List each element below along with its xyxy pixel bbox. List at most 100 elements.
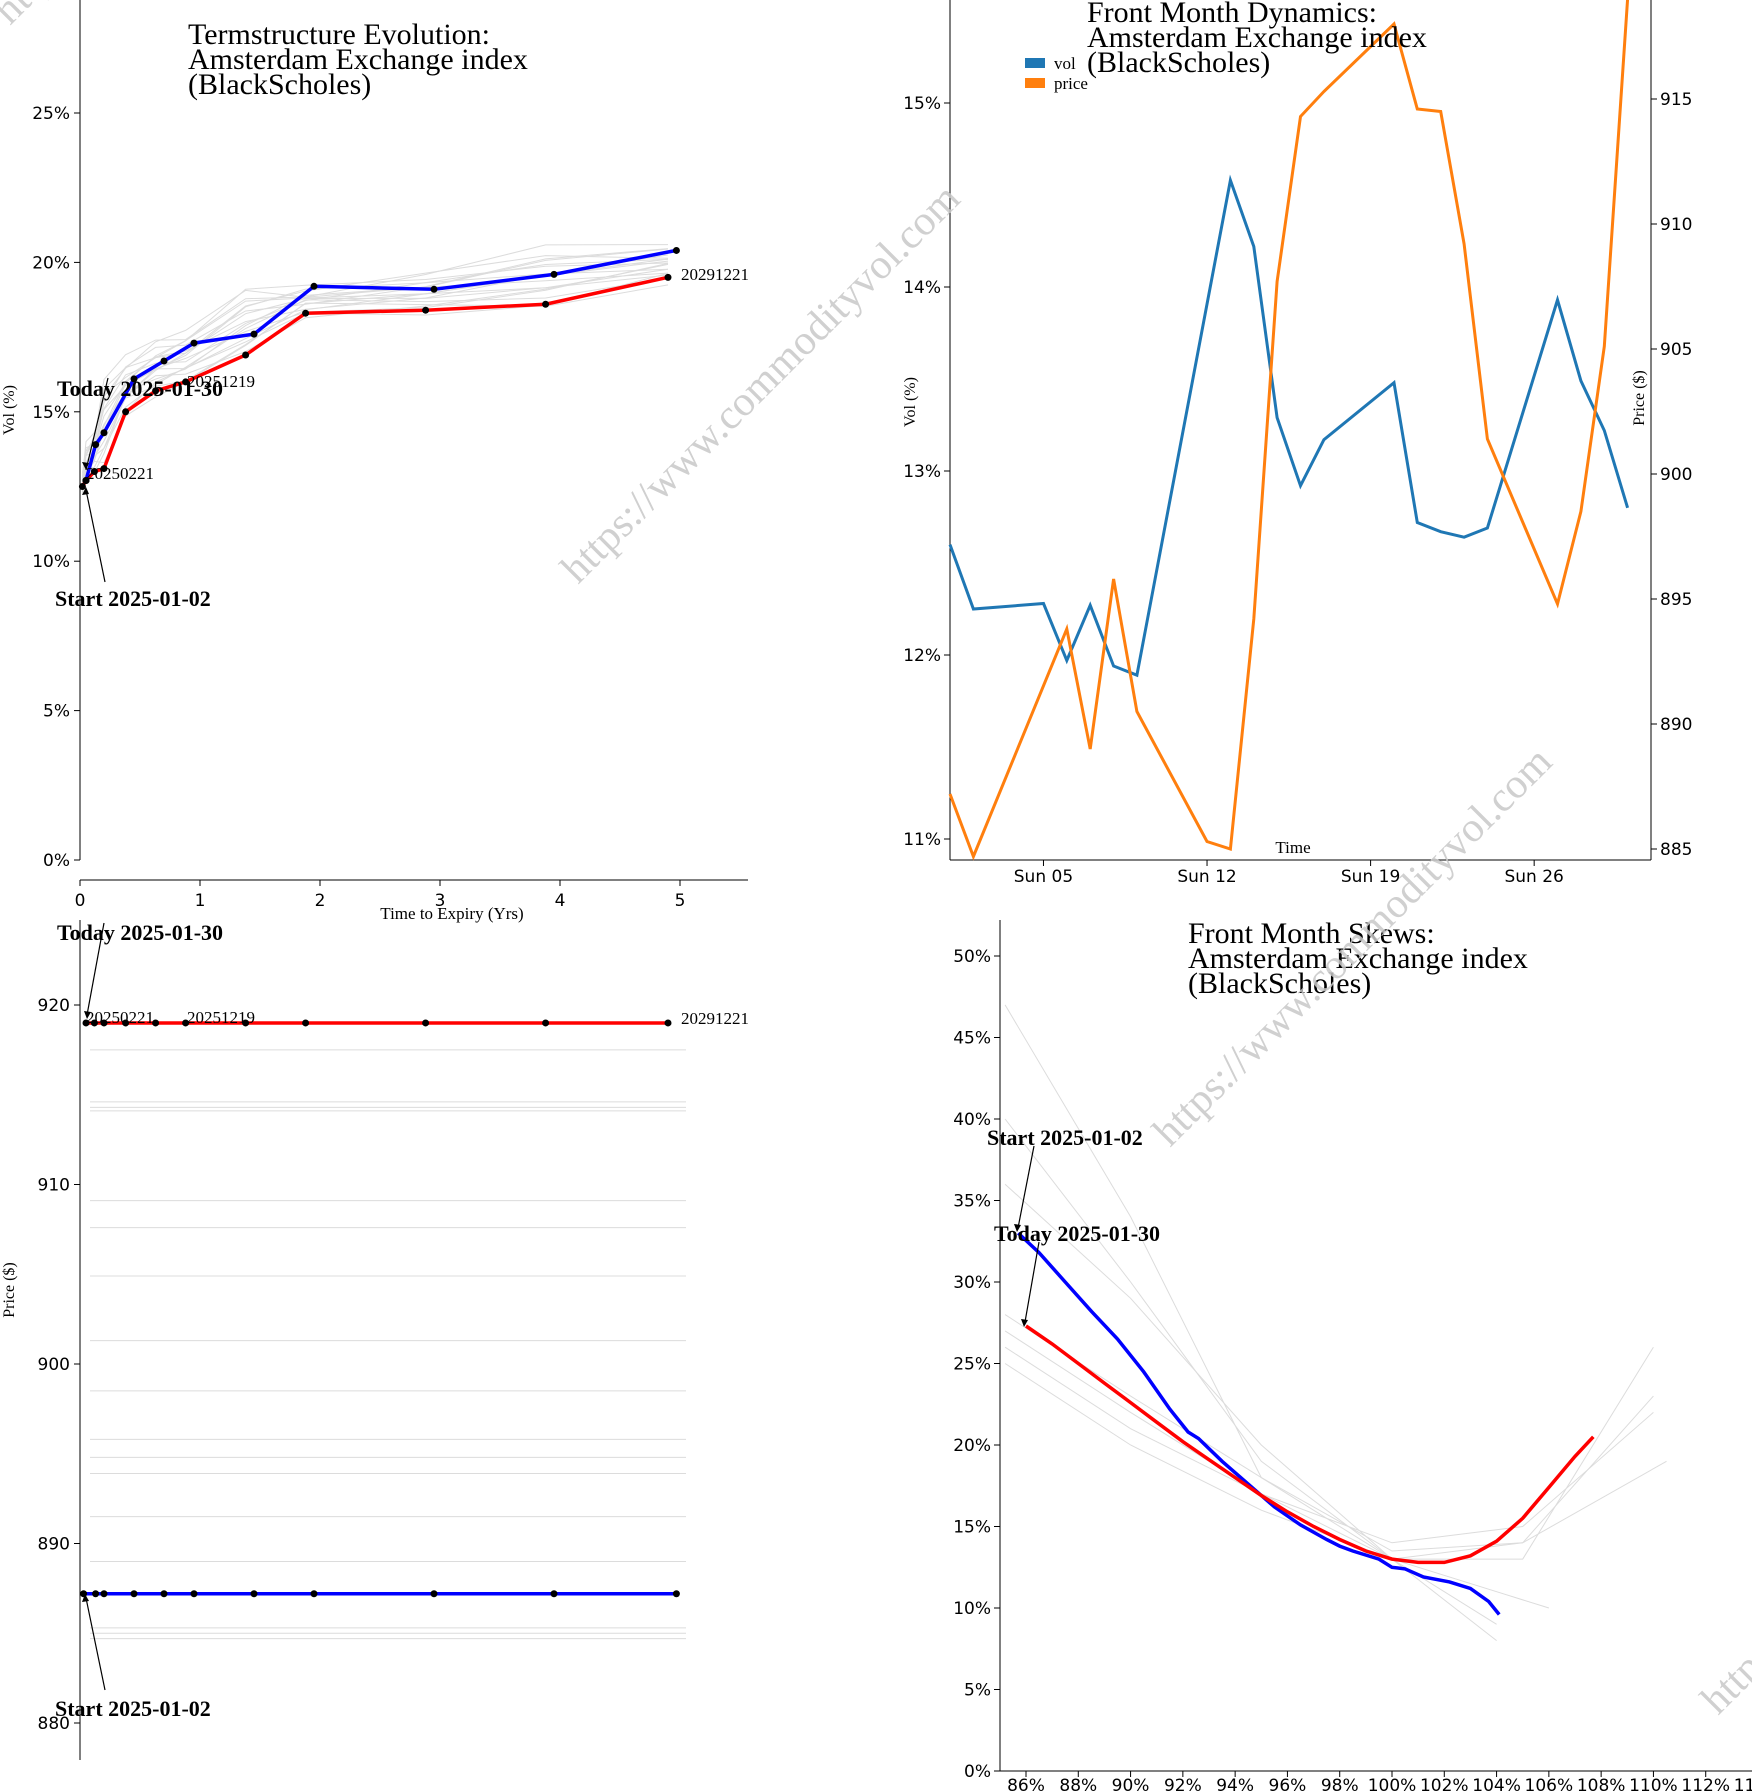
legend-label-price: price (1054, 74, 1088, 93)
skews-history-line (1004, 1004, 1497, 1625)
termstructure-series (78, 246, 680, 490)
prices-data-point (130, 1590, 138, 1598)
skews-title-line-2: Amsterdam Exchange index (1188, 942, 1528, 975)
prices-y-tick-label: 910 (38, 1176, 70, 1196)
prices-start-annotation: Start 2025-01-02 (55, 1696, 211, 1721)
skews-y-tick-label: 10% (953, 1599, 991, 1619)
termstructure-data-point (664, 273, 672, 281)
skews-y-tick-label: 15% (953, 1518, 991, 1538)
dynamics-title-line-2: Amsterdam Exchange index (1087, 21, 1427, 54)
prices-data-point (122, 1019, 130, 1027)
termstructure-title: Termstructure Evolution: Amsterdam Excha… (188, 18, 528, 101)
termstructure-data-point (190, 339, 198, 347)
front-month-dynamics-chart: 11% 12% 13% 14% 15% 885 890 895 900 905 910 915 Su… (902, 0, 1692, 887)
termstructure-data-point (82, 477, 90, 485)
prices-history-lines (90, 1049, 686, 1640)
termstructure-data-point (242, 351, 250, 359)
dynamics-title-line-1: Front Month Dynamics: (1087, 0, 1377, 29)
skews-x-tick-label: 112% (1681, 1776, 1730, 1792)
termstructure-today-annotation: Today 2025-01-30 (57, 376, 223, 401)
dynamics-y-tick-label: 15% (903, 94, 941, 114)
termstructure-title-line-2: Amsterdam Exchange index (188, 43, 528, 76)
skews-title: Front Month Skews: Amsterdam Exchange in… (1188, 917, 1528, 1000)
termstructure-chart: 0 1 2 3 4 5 0% 5% 10% 15% 20% 25% Termstructure Ev… (1, 0, 749, 923)
dynamics-y2-tick-label: 890 (1660, 715, 1692, 735)
skews-x-tick-label: 86% (1007, 1776, 1045, 1792)
prices-expiry-label-1: 20250221 (86, 1008, 154, 1027)
termstructure-data-point (130, 375, 138, 383)
skews-today-annotation: Today 2025-01-30 (994, 1221, 1160, 1246)
prices-data-point (182, 1019, 190, 1027)
skews-y-ticks: 0% 5% 10% 15% 20% 25% 30% 35% 40% 45% 50% (953, 947, 1000, 1782)
prices-today-annotation: Today 2025-01-30 (57, 920, 223, 945)
termstructure-x-label: Time to Expiry (Yrs) (380, 904, 523, 923)
prices-data-point (82, 1019, 90, 1027)
skews-y-tick-label: 40% (953, 1110, 991, 1130)
skews-x-tick-label: 96% (1269, 1776, 1307, 1792)
prices-data-point (664, 1019, 672, 1027)
termstructure-data-point (430, 285, 438, 293)
skews-x-tick-label: 102% (1420, 1776, 1469, 1792)
dynamics-series (948, 0, 1630, 861)
prices-data-point (550, 1590, 558, 1598)
skews-x-tick-label: 114% (1734, 1776, 1752, 1792)
skews-history-line (1004, 1314, 1654, 1552)
watermarks: https://www.commodityvol.com https://www… (0, 0, 1752, 1723)
prices-data-point (152, 1019, 160, 1027)
dynamics-y-label: Vol (%) (902, 377, 919, 427)
termstructure-start-arrowhead (82, 487, 89, 495)
termstructure-data-point (302, 309, 310, 317)
termstructure-expiry-label-1: 20250221 (86, 464, 154, 483)
skews-history-line (1004, 1363, 1667, 1560)
skews-x-tick-label: 92% (1164, 1776, 1202, 1792)
skews-y-tick-label: 5% (964, 1681, 991, 1701)
termstructure-y-tick-label: 5% (43, 702, 70, 722)
termstructure-y-tick-label: 25% (32, 104, 70, 124)
prices-data-point (542, 1019, 550, 1027)
prices-series (80, 1019, 680, 1598)
termstructure-data-point (160, 357, 168, 365)
dynamics-x-tick-label: Sun 05 (1014, 867, 1073, 887)
skews-y-tick-label: 50% (953, 947, 991, 967)
skews-x-tick-label: 110% (1629, 1776, 1678, 1792)
termstructure-x-tick-label: 2 (315, 891, 326, 911)
termstructure-data-point (310, 282, 318, 290)
prices-data-point (430, 1590, 438, 1598)
dynamics-y2-tick-label: 905 (1660, 340, 1692, 360)
termstructure-data-point (542, 300, 550, 308)
skews-x-tick-label: 98% (1321, 1776, 1359, 1792)
watermark-text-3: https://www.commodityvol.com (1693, 1306, 1752, 1723)
termstructure-y-tick-label: 15% (32, 403, 70, 423)
prices-expiry-label-3: 20291221 (681, 1009, 749, 1028)
skews-title-line-1: Front Month Skews: (1188, 917, 1435, 950)
prices-start-arrowhead (82, 1594, 89, 1602)
skews-y-tick-label: 35% (953, 1192, 991, 1212)
termstructure-x-tick-label: 0 (75, 891, 86, 911)
termstructure-expiry-label-2: 20251219 (187, 372, 255, 391)
termstructure-expiry-label-3: 20291221 (681, 265, 749, 284)
skews-history-line (1004, 1118, 1550, 1609)
prices-data-point (190, 1590, 198, 1598)
prices-data-point (160, 1590, 168, 1598)
termstructure-data-point (100, 429, 108, 437)
dynamics-y-ticks: 11% 12% 13% 14% 15% (903, 94, 950, 850)
skews-x-tick-label: 94% (1216, 1776, 1254, 1792)
prices-y-ticks: 880 890 900 910 920 (38, 996, 80, 1734)
skews-series-line (1017, 1231, 1501, 1616)
skews-start-annotation: Start 2025-01-02 (987, 1125, 1143, 1150)
prices-today-arrowhead (84, 1011, 91, 1019)
prices-data-point (90, 1019, 98, 1027)
dynamics-y2-ticks: 885 890 895 900 905 910 915 (1651, 90, 1692, 860)
skews-x-tick-label: 108% (1577, 1776, 1626, 1792)
skews-x-tick-label: 104% (1472, 1776, 1521, 1792)
legend-swatch-price (1025, 78, 1045, 88)
dynamics-y-tick-label: 11% (903, 830, 941, 850)
dynamics-y2-tick-label: 900 (1660, 465, 1692, 485)
dynamics-price-line (948, 0, 1630, 861)
termstructure-today-arrowhead (82, 462, 89, 470)
skews-start-arrow (1017, 1145, 1035, 1229)
skews-history-line (1004, 1346, 1654, 1544)
termstructure-start-annotation: Start 2025-01-02 (55, 586, 211, 611)
termstructure-data-point (672, 246, 680, 254)
prices-data-point (100, 1590, 108, 1598)
